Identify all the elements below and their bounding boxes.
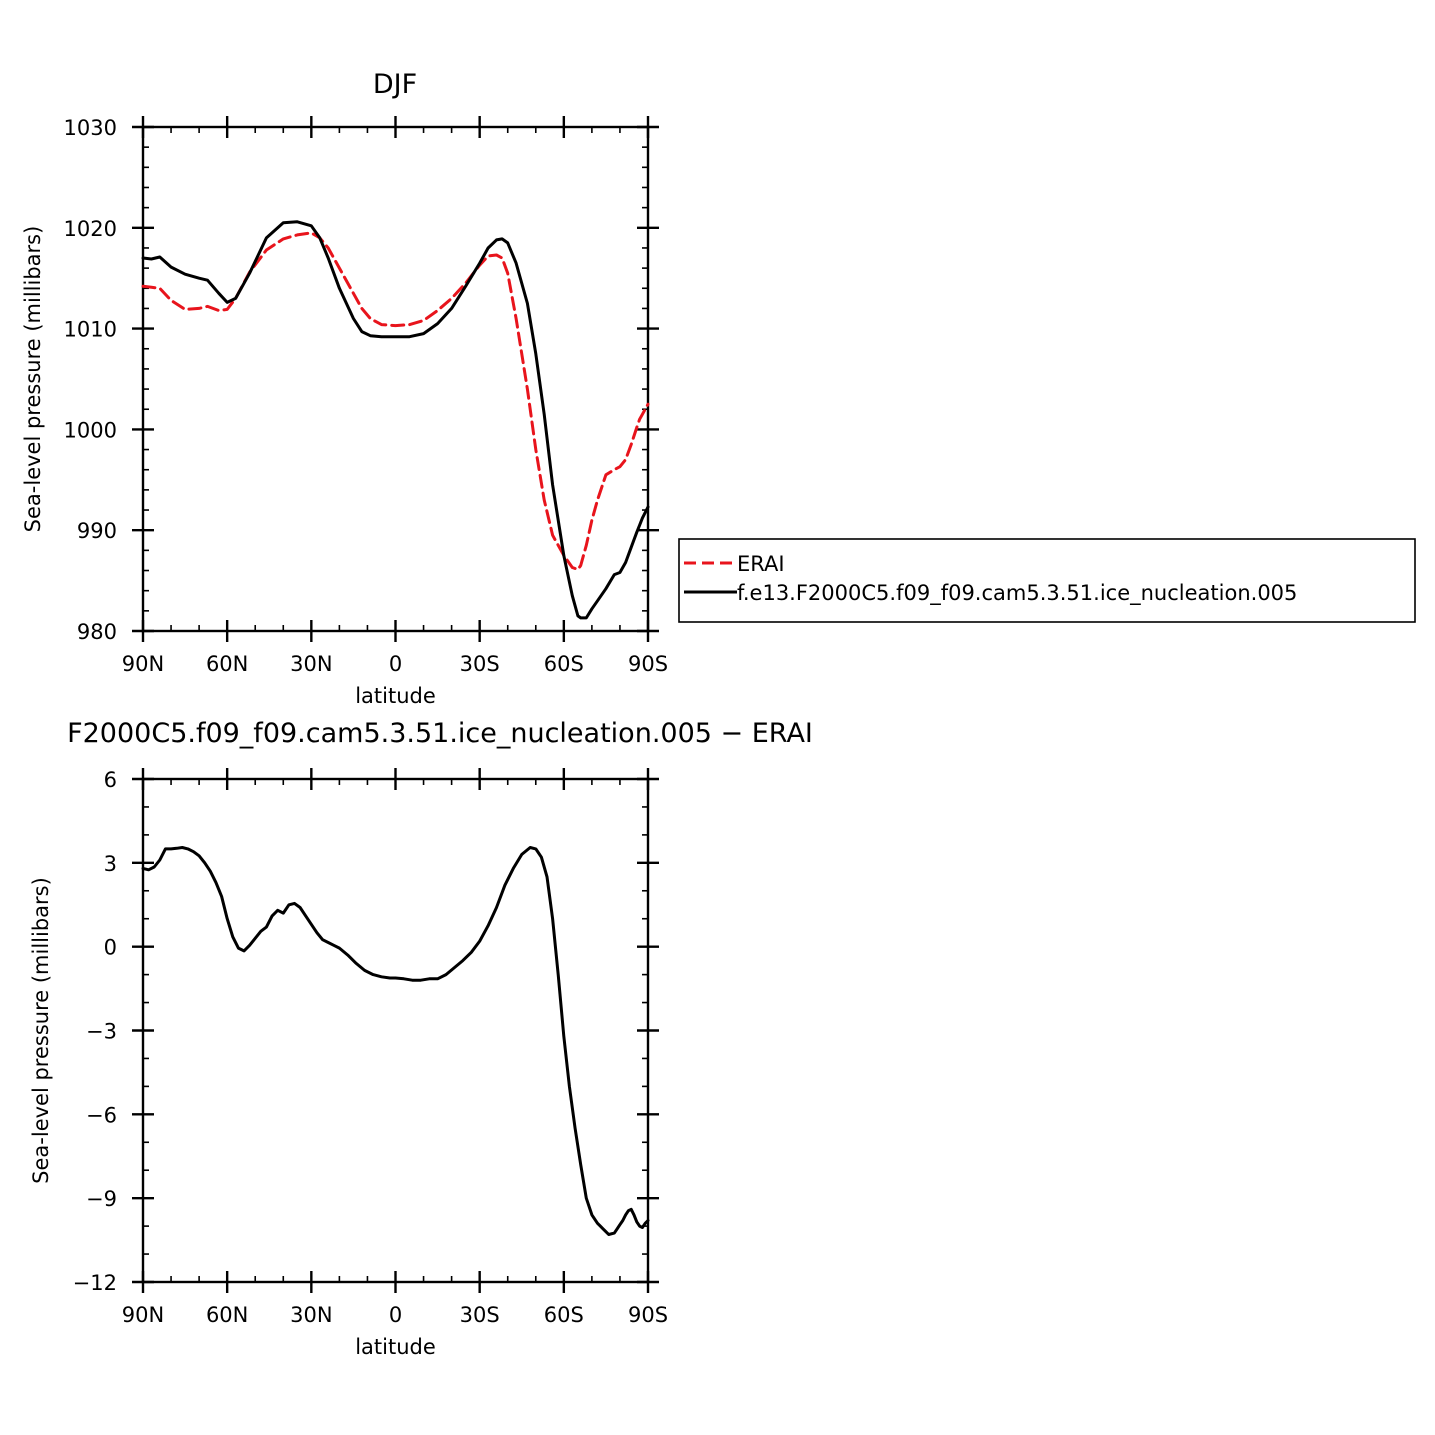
y-tick-label: 980 [77,620,117,644]
x-tick-label: 90S [628,1303,668,1327]
y-tick-label: −12 [73,1271,117,1295]
x-axis-label: latitude [355,1335,436,1359]
x-axis-label: latitude [355,684,436,708]
djf-chart: 90N 60N 30N 0 30S 60S 90S 1030 1020 1010 1000 990 98… [21,69,668,708]
x-tick-label: 90N [122,652,164,676]
series-line-0 [141,846,650,1236]
y-axis-label: Sea-level pressure (millibars) [29,877,53,1184]
x-tick-label: 30S [460,1303,500,1327]
series-line-erai [141,231,650,571]
y-tick-label: −6 [86,1103,117,1127]
x-tick-label: 30S [460,652,500,676]
plot-frame [141,777,650,1284]
y-tick-label: −3 [86,1020,117,1044]
x-tick-label: 60S [544,1303,584,1327]
x-tick-label: 90S [628,652,668,676]
chart-title: DJF [373,69,417,100]
x-tick-label: 30N [290,1303,332,1327]
y-tick-label: −9 [86,1187,117,1211]
legend-box [678,538,1416,623]
x-tick-label: 60N [206,1303,248,1327]
y-tick-label: 3 [104,852,117,876]
series-line-f-e13-f2000c5-f09-f09-cam5-3-51-ice-nucleation-005 [141,220,650,620]
y-tick-label: 0 [104,936,117,960]
difference-chart: 90N 60N 30N 0 30S 60S 90S 6 3 0 −3 −6 −9 −12 latitude S… [29,718,813,1359]
legend-entry-label: f.e13.F2000C5.f09_f09.cam5.3.51.ice_nucl… [737,581,1297,606]
y-tick-label: 990 [77,519,117,543]
y-tick-label: 6 [104,768,117,792]
x-tick-label: 60N [206,652,248,676]
y-tick-label: 1020 [64,217,117,241]
x-tick-label: 30N [290,652,332,676]
y-tick-label: 1010 [64,318,117,342]
x-tick-label: 60S [544,652,584,676]
chart-title: F2000C5.f09_f09.cam5.3.51.ice_nucleation… [67,718,813,749]
chart-legend: ERAI f.e13.F2000C5.f09_f09.cam5.3.51.ice_… [678,538,1416,623]
x-tick-label: 0 [389,652,402,676]
y-tick-label: 1000 [64,418,117,442]
x-tick-label: 90N [122,1303,164,1327]
legend-entry-label: ERAI [737,552,785,576]
y-axis-label: Sea-level pressure (millibars) [21,226,45,533]
y-tick-label: 1030 [64,116,117,140]
plot-frame [141,125,650,633]
x-tick-label: 0 [389,1303,402,1327]
